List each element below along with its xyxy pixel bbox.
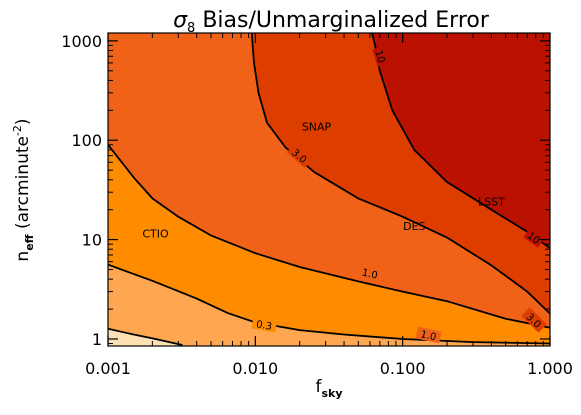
contour-label-bg xyxy=(356,264,384,282)
contour-label: 10 xyxy=(372,49,386,64)
contour-label-bg xyxy=(521,307,547,333)
contour-label-bg xyxy=(286,143,313,168)
x-tick-label: 0.010 xyxy=(232,359,278,378)
contour-label-bg xyxy=(372,45,390,67)
contour-label: 1.0 xyxy=(419,329,437,343)
contour-fill-band xyxy=(372,33,550,249)
contour-label: 1.0 xyxy=(361,267,379,281)
contour-line xyxy=(250,33,550,315)
x-tick-label: 1.000 xyxy=(527,359,573,378)
contour-label: 0.3 xyxy=(255,319,273,333)
region-label: DES xyxy=(403,220,425,233)
contour-label-bg xyxy=(251,316,278,333)
region-label: LSST xyxy=(478,196,505,209)
contour-label-bg xyxy=(415,326,442,344)
x-tick-label: 0.001 xyxy=(85,359,131,378)
y-tick-label: 10 xyxy=(82,231,102,250)
chart-title: σ8 Bias/Unmarginalized Error xyxy=(173,8,490,36)
y-tick-label: 1000 xyxy=(61,32,102,51)
x-tick-label: 0.100 xyxy=(380,359,426,378)
region-label: CTIO xyxy=(142,228,169,241)
y-axis-label: neff (arcminute-2) xyxy=(11,118,36,261)
plot-frame xyxy=(107,32,551,347)
contour-label-bg xyxy=(523,227,545,248)
contour-line xyxy=(108,144,550,329)
contour-line xyxy=(108,327,183,346)
y-tick-label: 1 xyxy=(92,330,102,349)
x-axis-label: fsky xyxy=(315,377,342,400)
y-tick-label: 100 xyxy=(71,131,102,150)
region-label: SNAP xyxy=(302,121,332,134)
